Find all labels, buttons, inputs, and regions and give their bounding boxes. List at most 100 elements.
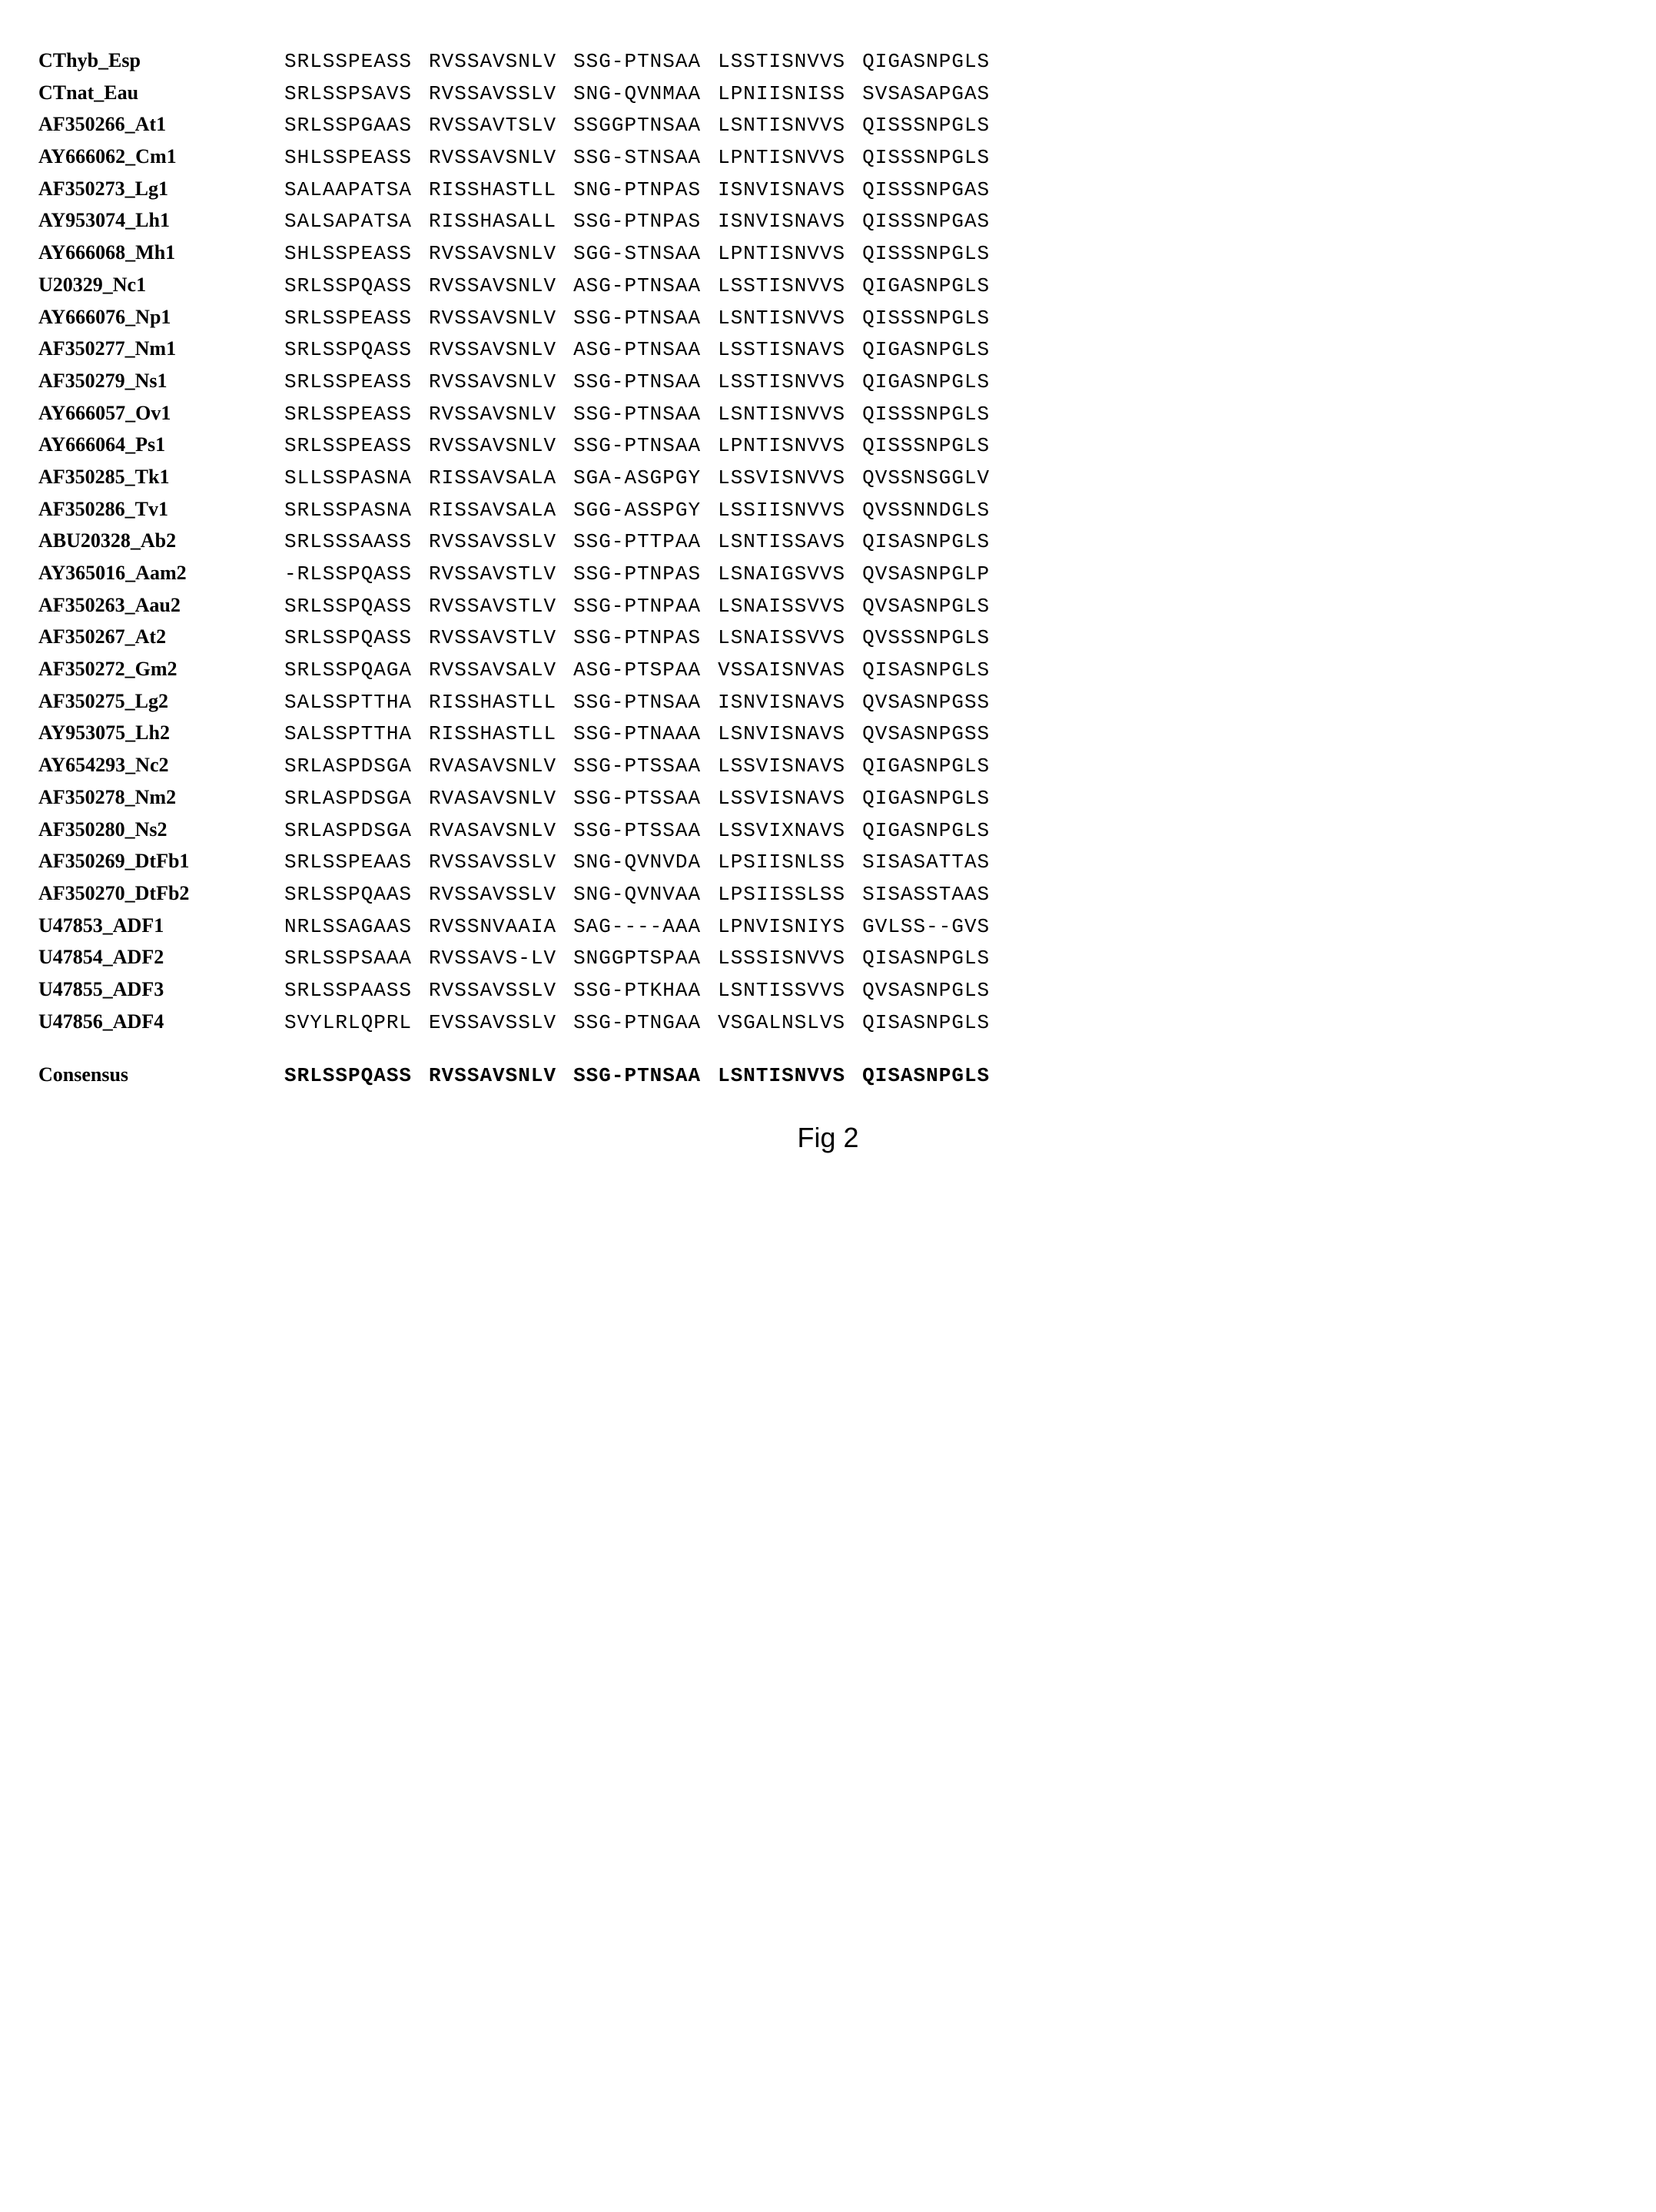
seq-block: QVSASNPGSS xyxy=(862,720,990,749)
seq-block: SVSASAPGAS xyxy=(862,80,990,109)
seq-block: SSG-PTNSAA xyxy=(573,304,701,333)
seq-block: SRLSSPEAAS xyxy=(284,848,412,877)
alignment-row: U47854_ADF2SRLSSPSAAARVSSAVS-LVSNGGPTSPA… xyxy=(38,943,1618,973)
seq-block: SRLSSPAASS xyxy=(284,977,412,1006)
seq-block: ISNVISNAVS xyxy=(718,176,845,205)
seq-block: LSSVISNVVS xyxy=(718,464,845,493)
sequence-label: U47854_ADF2 xyxy=(38,943,284,972)
seq-block: ASG-PTNSAA xyxy=(573,336,701,365)
seq-block: RVSSAVS-LV xyxy=(429,944,556,973)
consensus-sequence: SRLSSPQASS RVSSAVSNLV SSG-PTNSAA LSNTISN… xyxy=(284,1062,990,1091)
seq-block: SRLSSPQASS xyxy=(284,272,412,301)
sequence-blocks: SRLSSPASNARISSAVSALASGG-ASSPGYLSSIISNVVS… xyxy=(284,496,990,526)
seq-block: SRLSSPEASS xyxy=(284,48,412,77)
seq-block: LSNVISNAVS xyxy=(718,720,845,749)
seq-block: SSG-PTSSAA xyxy=(573,817,701,846)
alignment-row: AF350273_Lg1SALAAPATSARISSHASTLLSNG-PTNP… xyxy=(38,174,1618,205)
alignment-row: AF350266_At1SRLSSPGAASRVSSAVTSLVSSGGPTNS… xyxy=(38,110,1618,141)
sequence-blocks: SRLSSPEASSRVSSAVSNLVSSG-PTNSAALPNTISNVVS… xyxy=(284,432,990,461)
seq-block: SRLASPDSGA xyxy=(284,817,412,846)
sequence-label: AF350273_Lg1 xyxy=(38,174,284,204)
seq-block: SRLSSPQASS xyxy=(284,592,412,622)
seq-block: LSSSISNVVS xyxy=(718,944,845,973)
alignment-row: AF350275_Lg2SALSSPTTHARISSHASTLLSSG-PTNS… xyxy=(38,687,1618,718)
seq-block: QVSSNSGGLV xyxy=(862,464,990,493)
seq-block: LSNAIGSVVS xyxy=(718,560,845,589)
alignment-row: U47853_ADF1NRLSSAGAASRVSSNVAAIASAG----AA… xyxy=(38,911,1618,942)
sequence-blocks: SALSSPTTHARISSHASTLLSSG-PTNSAAISNVISNAVS… xyxy=(284,688,990,718)
seq-block: SRLSSPEASS xyxy=(284,368,412,397)
sequence-blocks: SRLSSPQASSRVSSAVSTLVSSG-PTNPASLSNAISSVVS… xyxy=(284,624,990,653)
seq-block: LPNTISNVVS xyxy=(718,240,845,269)
seq-block: QVSASNPGLS xyxy=(862,977,990,1006)
sequence-label: AY654293_Nc2 xyxy=(38,751,284,780)
seq-block: SGG-STNSAA xyxy=(573,240,701,269)
alignment-row: AF350267_At2SRLSSPQASSRVSSAVSTLVSSG-PTNP… xyxy=(38,622,1618,653)
seq-block: LSNTISSVVS xyxy=(718,977,845,1006)
sequence-blocks: SRLSSPQAASRVSSAVSSLVSNG-QVNVAALPSIISSLSS… xyxy=(284,880,990,910)
sequence-blocks: SHLSSPEASSRVSSAVSNLVSSG-STNSAALPNTISNVVS… xyxy=(284,144,990,173)
seq-block: RVSSAVSNLV xyxy=(429,48,556,77)
sequence-label: AY666062_Cm1 xyxy=(38,142,284,171)
seq-block: QISSSNPGLS xyxy=(862,304,990,333)
seq-block: SAG----AAA xyxy=(573,913,701,942)
seq-block: LSNTISNVVS xyxy=(718,111,845,141)
seq-block: SSG-PTNSAA xyxy=(573,688,701,718)
seq-block: SRLSSPQASS xyxy=(284,1062,412,1091)
consensus-label: Consensus xyxy=(38,1060,284,1089)
seq-block: RVASAVSNLV xyxy=(429,817,556,846)
seq-block: RISSHASTLL xyxy=(429,720,556,749)
seq-block: SSG-PTSSAA xyxy=(573,784,701,814)
sequence-blocks: SVYLRLQPRLEVSSAVSSLVSSG-PTNGAAVSGALNSLVS… xyxy=(284,1009,990,1038)
seq-block: QISSSNPGAS xyxy=(862,207,990,237)
seq-block: SSG-PTNPAS xyxy=(573,624,701,653)
seq-block: SSG-PTKHAA xyxy=(573,977,701,1006)
seq-block: SSG-PTNSAA xyxy=(573,432,701,461)
seq-block: RVSSAVSNLV xyxy=(429,432,556,461)
seq-block: QVSASNPGLS xyxy=(862,592,990,622)
sequence-blocks: -RLSSPQASSRVSSAVSTLVSSG-PTNPASLSNAIGSVVS… xyxy=(284,560,990,589)
alignment-row: CTnat_EauSRLSSPSAVSRVSSAVSSLVSNG-QVNMAAL… xyxy=(38,78,1618,109)
seq-block: RVSSAVSSLV xyxy=(429,848,556,877)
sequence-label: AY365016_Aam2 xyxy=(38,559,284,588)
sequence-blocks: SRLSSPSAAARVSSAVS-LVSNGGPTSPAALSSSISNVVS… xyxy=(284,944,990,973)
seq-block: SSG-PTSSAA xyxy=(573,752,701,781)
sequence-blocks: NRLSSAGAASRVSSNVAAIASAG----AAALPNVISNIYS… xyxy=(284,913,990,942)
alignment-row: AF350280_Ns2SRLASPDSGARVASAVSNLVSSG-PTSS… xyxy=(38,815,1618,846)
sequence-label: AY953074_Lh1 xyxy=(38,206,284,235)
seq-block: RVSSAVSALV xyxy=(429,656,556,685)
seq-block: RVASAVSNLV xyxy=(429,784,556,814)
sequence-label: AF350270_DtFb2 xyxy=(38,879,284,908)
seq-block: LPNVISNIYS xyxy=(718,913,845,942)
seq-block: QISSSNPGLS xyxy=(862,432,990,461)
seq-block: SALAAPATSA xyxy=(284,176,412,205)
alignment-row: AF350279_Ns1SRLSSPEASSRVSSAVSNLVSSG-PTNS… xyxy=(38,366,1618,397)
seq-block: QISSSNPGAS xyxy=(862,176,990,205)
seq-block: SSG-PTNPAS xyxy=(573,560,701,589)
seq-block: QIGASNPGLS xyxy=(862,48,990,77)
sequence-blocks: SRLSSPSAVSRVSSAVSSLVSNG-QVNMAALPNIISNISS… xyxy=(284,80,990,109)
sequence-label: AY953075_Lh2 xyxy=(38,718,284,748)
sequence-label: AY666076_Np1 xyxy=(38,303,284,332)
seq-block: RVSSAVSNLV xyxy=(429,400,556,429)
sequence-label: AF350285_Tk1 xyxy=(38,463,284,492)
seq-block: LSNTISNVVS xyxy=(718,400,845,429)
seq-block: QISASNPGLS xyxy=(862,528,990,557)
alignment-row: AY666062_Cm1SHLSSPEASSRVSSAVSNLVSSG-STNS… xyxy=(38,142,1618,173)
sequence-blocks: SALSAPATSARISSHASALLSSG-PTNPASISNVISNAVS… xyxy=(284,207,990,237)
seq-block: SNGGPTSPAA xyxy=(573,944,701,973)
sequence-label: AF350267_At2 xyxy=(38,622,284,652)
seq-block: RVSSAVSNLV xyxy=(429,240,556,269)
seq-block: ISNVISNAVS xyxy=(718,688,845,718)
alignment-row: AY953074_Lh1SALSAPATSARISSHASALLSSG-PTNP… xyxy=(38,206,1618,237)
sequence-label: U47855_ADF3 xyxy=(38,975,284,1004)
seq-block: LSSTISNVVS xyxy=(718,368,845,397)
seq-block: SISASSTAAS xyxy=(862,880,990,910)
alignment-row: AF350277_Nm1SRLSSPQASSRVSSAVSNLVASG-PTNS… xyxy=(38,334,1618,365)
alignment-row: CThyb_EspSRLSSPEASSRVSSAVSNLVSSG-PTNSAAL… xyxy=(38,46,1618,77)
seq-block: SGA-ASGPGY xyxy=(573,464,701,493)
sequence-blocks: SRLSSSAASSRVSSAVSSLVSSG-PTTPAALSNTISSAVS… xyxy=(284,528,990,557)
seq-block: RISSAVSALA xyxy=(429,464,556,493)
seq-block: ISNVISNAVS xyxy=(718,207,845,237)
seq-block: RVASAVSNLV xyxy=(429,752,556,781)
